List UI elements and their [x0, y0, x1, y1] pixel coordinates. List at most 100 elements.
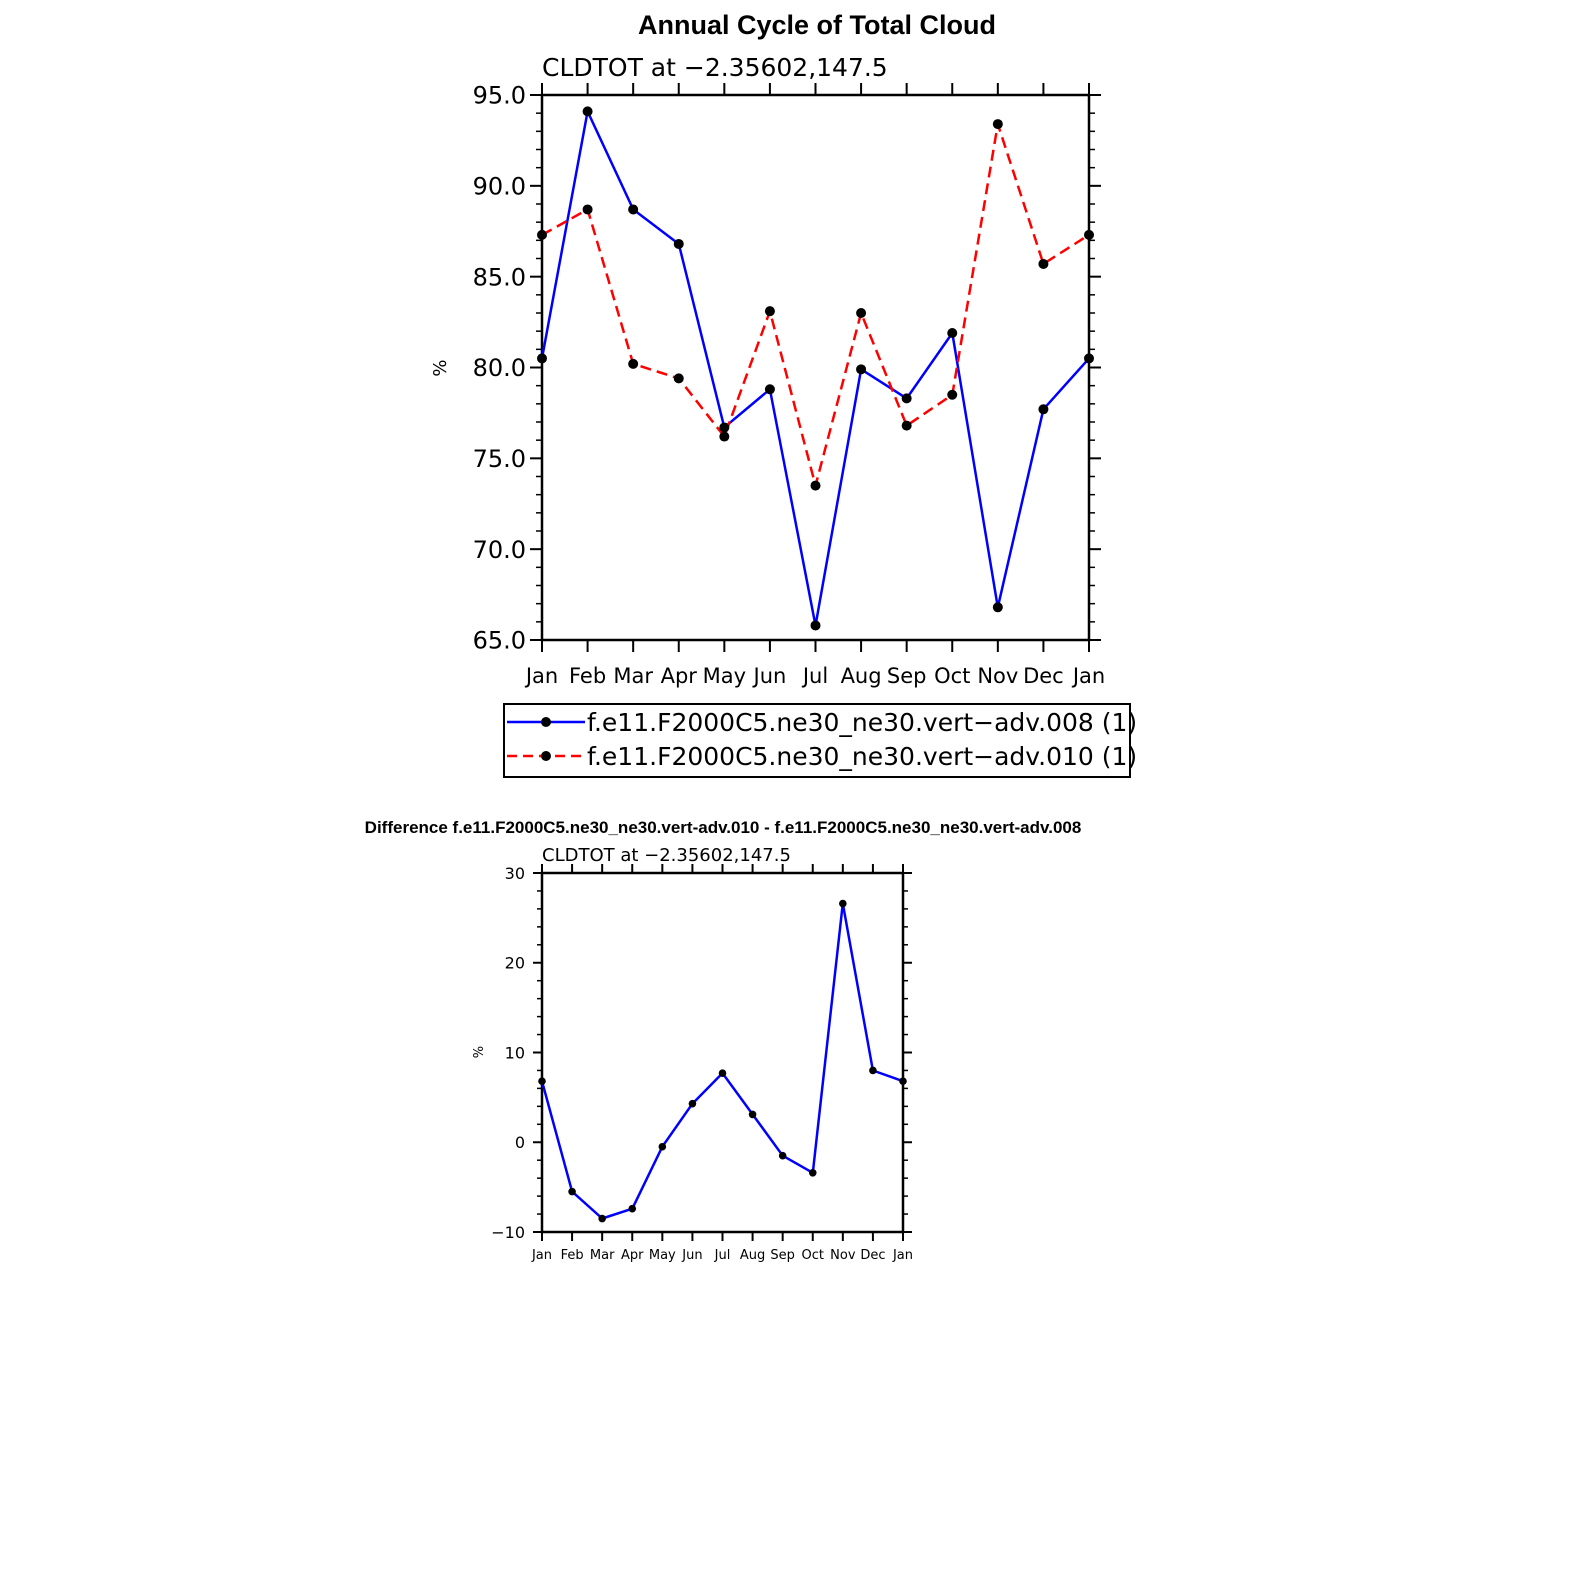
data-point	[856, 364, 867, 375]
data-point	[839, 899, 847, 908]
chart-subtitle: CLDTOT at −2.35602,147.5	[542, 53, 888, 82]
x-tick-label: Sep	[770, 1248, 795, 1263]
y-tick-label: 90.0	[473, 172, 526, 200]
data-point	[810, 620, 821, 631]
series-layer	[537, 106, 1094, 631]
x-tick-label: Sep	[887, 664, 927, 688]
y-tick-label: 20	[505, 954, 525, 973]
x-tick-label: Apr	[661, 664, 698, 688]
y-tick-label: −10	[491, 1223, 525, 1242]
y-tick-label: 0	[515, 1133, 525, 1152]
annual-cycle-chart: Annual Cycle of Total Cloud CLDTOT at −2…	[430, 10, 1137, 778]
data-point	[673, 373, 684, 384]
data-point	[538, 1077, 546, 1086]
data-point	[568, 1187, 576, 1196]
data-point	[778, 1151, 787, 1160]
data-point	[628, 358, 639, 369]
data-point	[764, 384, 775, 395]
x-tick-label: Jan	[531, 1248, 552, 1263]
x-tick-label: Feb	[569, 664, 606, 688]
data-point	[1084, 229, 1094, 240]
data-point	[537, 353, 547, 364]
x-tick-label: Jan	[892, 1248, 913, 1263]
data-point	[673, 238, 684, 249]
data-point	[688, 1099, 697, 1108]
x-tick-label: Mar	[613, 664, 653, 688]
data-point	[1038, 404, 1049, 415]
y-tick-label: 30	[505, 864, 525, 883]
x-tick-label: Aug	[841, 664, 882, 688]
x-tick-label: Feb	[561, 1248, 584, 1263]
data-point	[582, 204, 593, 215]
x-tick-label: Jan	[524, 664, 558, 688]
y-tick-label: 65.0	[473, 627, 526, 655]
y-tick-label: 70.0	[473, 536, 526, 564]
data-point	[1084, 353, 1094, 364]
data-point	[598, 1214, 606, 1223]
data-point	[537, 229, 547, 240]
x-tick-label: May	[649, 1248, 676, 1263]
difference-series-layer	[538, 899, 907, 1223]
data-point	[947, 327, 958, 338]
data-point	[992, 119, 1003, 130]
legend: f.e11.F2000C5.ne30_ne30.vert−adv.008 (1)…	[503, 703, 1137, 778]
data-point	[748, 1110, 757, 1119]
x-tick-label: Aug	[740, 1248, 765, 1263]
data-point	[810, 480, 821, 491]
difference-plot-frame	[540, 871, 905, 1234]
x-tick-label: Jun	[752, 664, 787, 688]
data-point	[719, 422, 730, 433]
data-point	[901, 393, 912, 404]
data-point	[992, 602, 1003, 613]
x-tick-label: Mar	[590, 1248, 615, 1263]
data-point	[628, 204, 639, 215]
x-tick-label: Jul	[801, 664, 828, 688]
x-tick-label: Jul	[714, 1248, 731, 1263]
y-tick-label: 10	[505, 1043, 525, 1062]
y-tick-label: 95.0	[473, 82, 526, 110]
data-point	[658, 1142, 667, 1151]
difference-y-axis-label: %	[472, 1046, 487, 1058]
data-point	[869, 1066, 877, 1075]
x-tick-label: May	[703, 664, 746, 688]
x-tick-label: Jun	[681, 1248, 702, 1263]
chart-title: Annual Cycle of Total Cloud	[638, 10, 996, 40]
x-tick-label: Nov	[830, 1248, 856, 1263]
data-point	[1038, 258, 1049, 269]
difference-subtitle: CLDTOT at −2.35602,147.5	[542, 845, 791, 866]
x-tick-label: Dec	[1023, 664, 1064, 688]
data-point	[719, 431, 730, 442]
series-line-2	[541, 122, 1090, 487]
series-line-1	[540, 110, 1090, 627]
legend-label-1: f.e11.F2000C5.ne30_ne30.vert−adv.008 (1)	[587, 708, 1137, 737]
legend-swatch-marker-2	[541, 751, 551, 761]
data-point	[582, 106, 593, 117]
difference-chart: Difference f.e11.F2000C5.ne30_ne30.vert-…	[365, 818, 1082, 1263]
plot-frame	[540, 93, 1091, 642]
x-tick-label: Jan	[1071, 664, 1105, 688]
data-point	[856, 308, 867, 318]
y-tick-label: 75.0	[473, 445, 526, 473]
legend-label-2: f.e11.F2000C5.ne30_ne30.vert−adv.010 (1)	[587, 742, 1137, 771]
x-tick-label: Oct	[802, 1248, 824, 1263]
data-point	[947, 389, 958, 400]
y-tick-label: 85.0	[473, 263, 526, 291]
legend-box	[503, 703, 1131, 778]
legend-swatch-marker-1	[541, 717, 551, 727]
y-tick-label: 80.0	[473, 354, 526, 382]
series-line-1	[540, 902, 904, 1220]
x-tick-label: Dec	[860, 1248, 885, 1263]
difference-axis-ticks: Jan Feb Mar Apr May Jun Jul Aug Sep Oct Nov Dec Jan−…	[491, 864, 913, 1263]
y-axis-label: %	[430, 359, 451, 376]
data-point	[901, 420, 912, 431]
data-point	[628, 1204, 637, 1213]
difference-title: Difference f.e11.F2000C5.ne30_ne30.vert-…	[365, 818, 1082, 837]
x-tick-label: Nov	[977, 664, 1018, 688]
data-point	[899, 1077, 907, 1086]
data-point	[718, 1069, 727, 1077]
x-tick-label: Apr	[621, 1248, 644, 1263]
data-point	[764, 306, 775, 317]
data-point	[808, 1168, 817, 1177]
axis-ticks: Jan Feb Mar Apr May Jun Jul Aug Sep Oct Nov Dec Jan 6…	[473, 82, 1106, 688]
